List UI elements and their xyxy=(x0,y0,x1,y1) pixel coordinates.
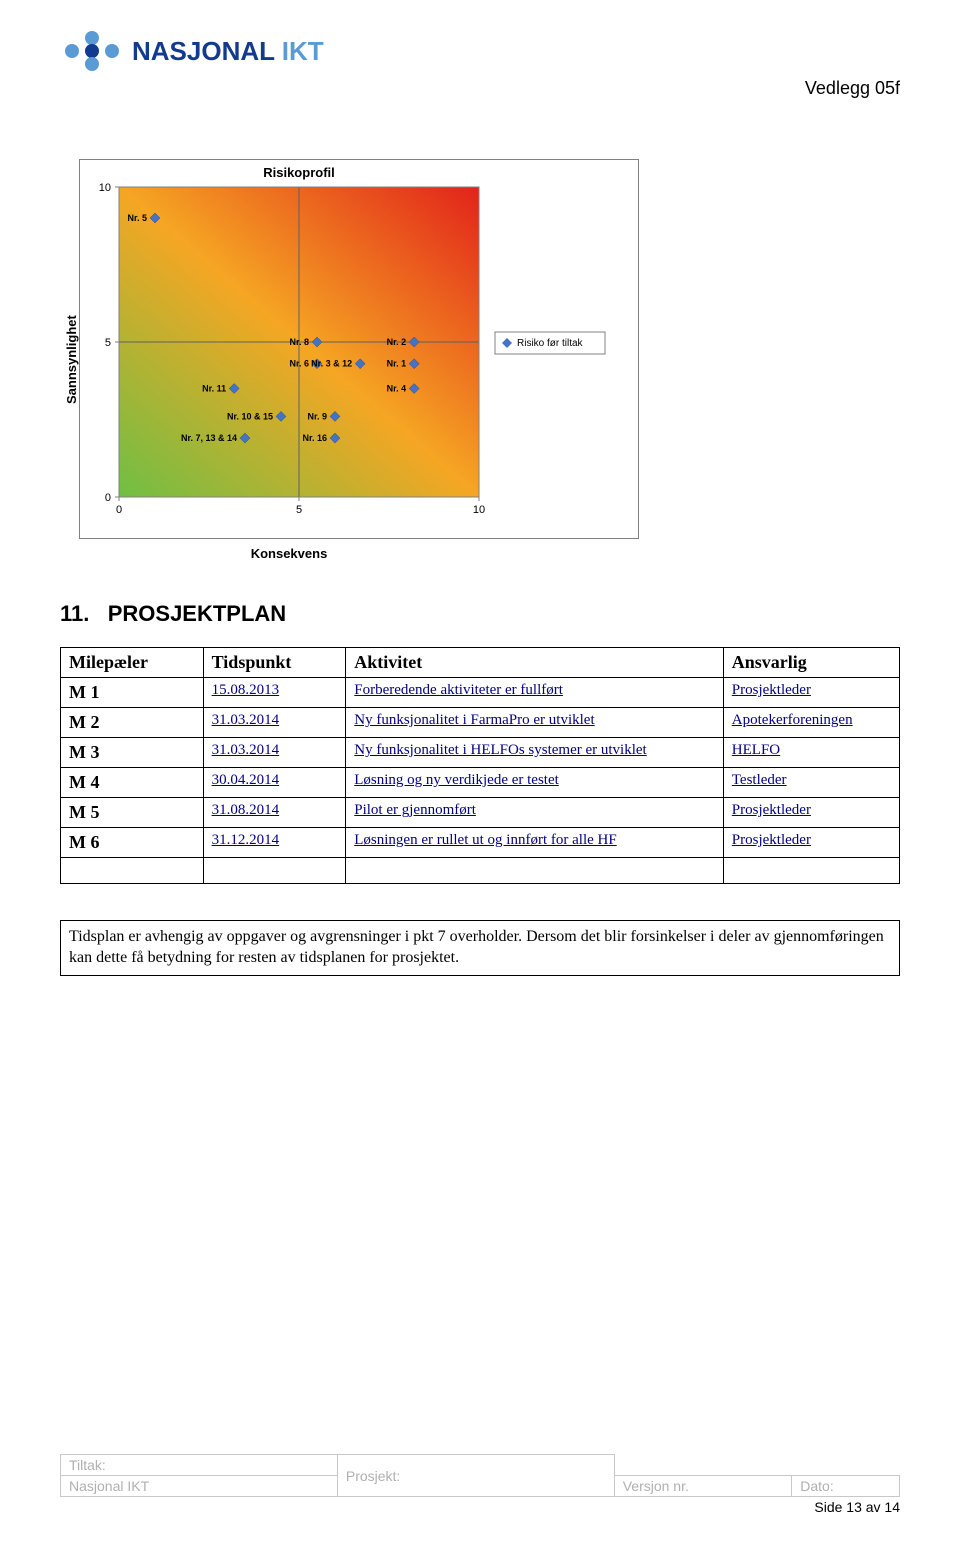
milestone-id: M 6 xyxy=(61,828,204,858)
milestone-owner: Prosjektleder xyxy=(723,678,899,708)
svg-text:Nr. 3 & 12: Nr. 3 & 12 xyxy=(311,359,352,369)
svg-text:0: 0 xyxy=(116,504,122,516)
footer-org: Nasjonal IKT xyxy=(61,1476,338,1497)
table-header: Ansvarlig xyxy=(723,648,899,678)
milestone-id: M 1 xyxy=(61,678,204,708)
svg-text:Nr. 7, 13 & 14: Nr. 7, 13 & 14 xyxy=(181,433,237,443)
milestone-activity: Løsning og ny verdikjede er testet xyxy=(346,768,724,798)
schedule-note: Tidsplan er avhengig av oppgaver og avgr… xyxy=(60,920,900,976)
table-row xyxy=(61,858,900,884)
risk-chart: Sannsynlighet Risikoprofil 0 5 10 0 5 10 Nr. 5 N… xyxy=(60,159,900,561)
svg-text:Nr. 2: Nr. 2 xyxy=(387,337,407,347)
svg-text:Nr. 11: Nr. 11 xyxy=(202,384,226,394)
milestone-id: M 2 xyxy=(61,708,204,738)
chart-plot: Risikoprofil 0 5 10 0 5 10 Nr. 5 Nr. 8 Nr. 2 Nr. 6… xyxy=(79,159,639,544)
svg-text:Nr. 6: Nr. 6 xyxy=(289,359,309,369)
milestone-date: 31.03.2014 xyxy=(203,738,346,768)
svg-text:Nr. 5: Nr. 5 xyxy=(127,213,147,223)
logo-dots-icon xyxy=(60,30,120,72)
footer-prosjekt-label: Prosjekt: xyxy=(337,1455,614,1497)
milestone-id: M 4 xyxy=(61,768,204,798)
milestone-activity: Forberedende aktiviteter er fullført xyxy=(346,678,724,708)
milestone-owner: HELFO xyxy=(723,738,899,768)
svg-text:Nr. 9: Nr. 9 xyxy=(307,411,327,421)
svg-text:0: 0 xyxy=(105,492,111,504)
table-row: M 430.04.2014Løsning og ny verdikjede er… xyxy=(61,768,900,798)
svg-text:Nr. 1: Nr. 1 xyxy=(387,359,407,369)
svg-text:10: 10 xyxy=(473,504,485,516)
footer-tiltak-label: Tiltak: xyxy=(61,1455,338,1476)
attachment-label: Vedlegg 05f xyxy=(60,78,900,99)
brand-primary: NASJONAL xyxy=(132,36,275,66)
milestone-id: M 3 xyxy=(61,738,204,768)
table-row: M 331.03.2014Ny funksjonalitet i HELFOs … xyxy=(61,738,900,768)
table-row: M 631.12.2014Løsningen er rullet ut og i… xyxy=(61,828,900,858)
milestone-activity: Pilot er gjennomført xyxy=(346,798,724,828)
milestones-table: MilepælerTidspunktAktivitetAnsvarlig M 1… xyxy=(60,647,900,884)
milestone-activity: Ny funksjonalitet i FarmaPro er utviklet xyxy=(346,708,724,738)
milestone-date: 15.08.2013 xyxy=(203,678,346,708)
milestone-id: M 5 xyxy=(61,798,204,828)
table-row: M 231.03.2014Ny funksjonalitet i FarmaPr… xyxy=(61,708,900,738)
milestone-date: 31.08.2014 xyxy=(203,798,346,828)
svg-text:Nr. 4: Nr. 4 xyxy=(387,384,407,394)
footer-dato-label: Dato: xyxy=(792,1476,900,1497)
page-number: Side 13 av 14 xyxy=(60,1499,900,1515)
table-header: Aktivitet xyxy=(346,648,724,678)
table-row: M 531.08.2014Pilot er gjennomførtProsjek… xyxy=(61,798,900,828)
chart-x-axis-label: Konsekvens xyxy=(79,546,499,561)
milestone-date: 30.04.2014 xyxy=(203,768,346,798)
footer-versjon-label: Versjon nr. xyxy=(614,1476,792,1497)
svg-text:Risikoprofil: Risikoprofil xyxy=(263,165,335,180)
table-header: Milepæler xyxy=(61,648,204,678)
chart-y-axis-label: Sannsynlighet xyxy=(60,159,79,561)
table-header: Tidspunkt xyxy=(203,648,346,678)
milestone-activity: Løsningen er rullet ut og innført for al… xyxy=(346,828,724,858)
milestone-owner: Prosjektleder xyxy=(723,798,899,828)
section-heading: 11. PROSJEKTPLAN xyxy=(60,601,900,627)
svg-text:Risiko før tiltak: Risiko før tiltak xyxy=(517,338,584,349)
milestone-date: 31.12.2014 xyxy=(203,828,346,858)
section-title-text: PROSJEKTPLAN xyxy=(108,601,286,626)
svg-text:Nr. 10 & 15: Nr. 10 & 15 xyxy=(227,411,273,421)
brand-logo: NASJONAL IKT xyxy=(60,30,900,72)
svg-text:10: 10 xyxy=(99,182,111,194)
milestone-owner: Apotekerforeningen xyxy=(723,708,899,738)
milestone-activity: Ny funksjonalitet i HELFOs systemer er u… xyxy=(346,738,724,768)
svg-text:5: 5 xyxy=(296,504,302,516)
milestone-owner: Testleder xyxy=(723,768,899,798)
footer-table: Tiltak: Prosjekt: Nasjonal IKT Versjon n… xyxy=(60,1454,900,1497)
milestone-owner: Prosjektleder xyxy=(723,828,899,858)
table-row: M 115.08.2013Forberedende aktiviteter er… xyxy=(61,678,900,708)
svg-text:5: 5 xyxy=(105,337,111,349)
section-number: 11. xyxy=(60,601,89,626)
svg-text:Nr. 16: Nr. 16 xyxy=(302,433,327,443)
svg-text:Nr. 8: Nr. 8 xyxy=(289,337,309,347)
milestone-date: 31.03.2014 xyxy=(203,708,346,738)
brand-secondary: IKT xyxy=(282,36,324,66)
